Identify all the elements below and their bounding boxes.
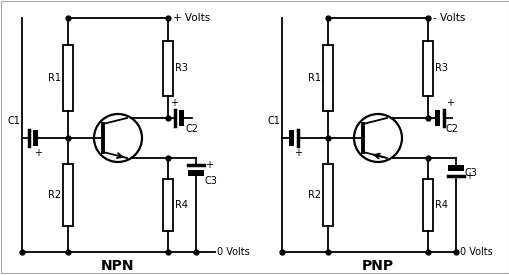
Text: NPN: NPN <box>101 259 134 273</box>
Bar <box>188 170 204 176</box>
Bar <box>179 110 184 126</box>
Bar <box>422 179 432 231</box>
Text: R4: R4 <box>175 200 188 210</box>
Bar <box>163 40 173 95</box>
Text: C2: C2 <box>186 124 199 134</box>
Text: R4: R4 <box>434 200 447 210</box>
Text: R2: R2 <box>307 190 320 200</box>
Bar <box>289 130 293 146</box>
Text: +: + <box>169 98 178 108</box>
Bar <box>63 45 73 111</box>
Bar <box>434 110 439 126</box>
Text: R3: R3 <box>434 63 447 73</box>
Text: 0 Volts: 0 Volts <box>216 247 249 257</box>
Text: +: + <box>205 160 213 170</box>
Circle shape <box>94 114 142 162</box>
Text: C3: C3 <box>205 176 217 186</box>
Text: + Volts: + Volts <box>173 13 210 23</box>
Bar <box>447 165 463 171</box>
Text: R2: R2 <box>48 190 61 200</box>
Text: C1: C1 <box>7 116 20 126</box>
Text: +: + <box>34 148 42 158</box>
Text: +: + <box>464 171 472 181</box>
Bar <box>163 179 173 231</box>
Bar <box>63 164 73 226</box>
Text: C2: C2 <box>445 124 458 134</box>
Text: +: + <box>445 98 453 108</box>
Text: C1: C1 <box>267 116 279 126</box>
Text: 0 Volts: 0 Volts <box>459 247 492 257</box>
Text: R1: R1 <box>48 73 61 83</box>
Bar <box>322 45 332 111</box>
Bar <box>33 130 38 146</box>
Bar <box>322 164 332 226</box>
Text: - Volts: - Volts <box>432 13 465 23</box>
Text: R3: R3 <box>175 63 188 73</box>
Text: R1: R1 <box>307 73 320 83</box>
Text: C3: C3 <box>464 168 477 178</box>
Text: +: + <box>293 148 301 158</box>
Bar <box>422 40 432 95</box>
Text: PNP: PNP <box>361 259 393 273</box>
Circle shape <box>353 114 401 162</box>
